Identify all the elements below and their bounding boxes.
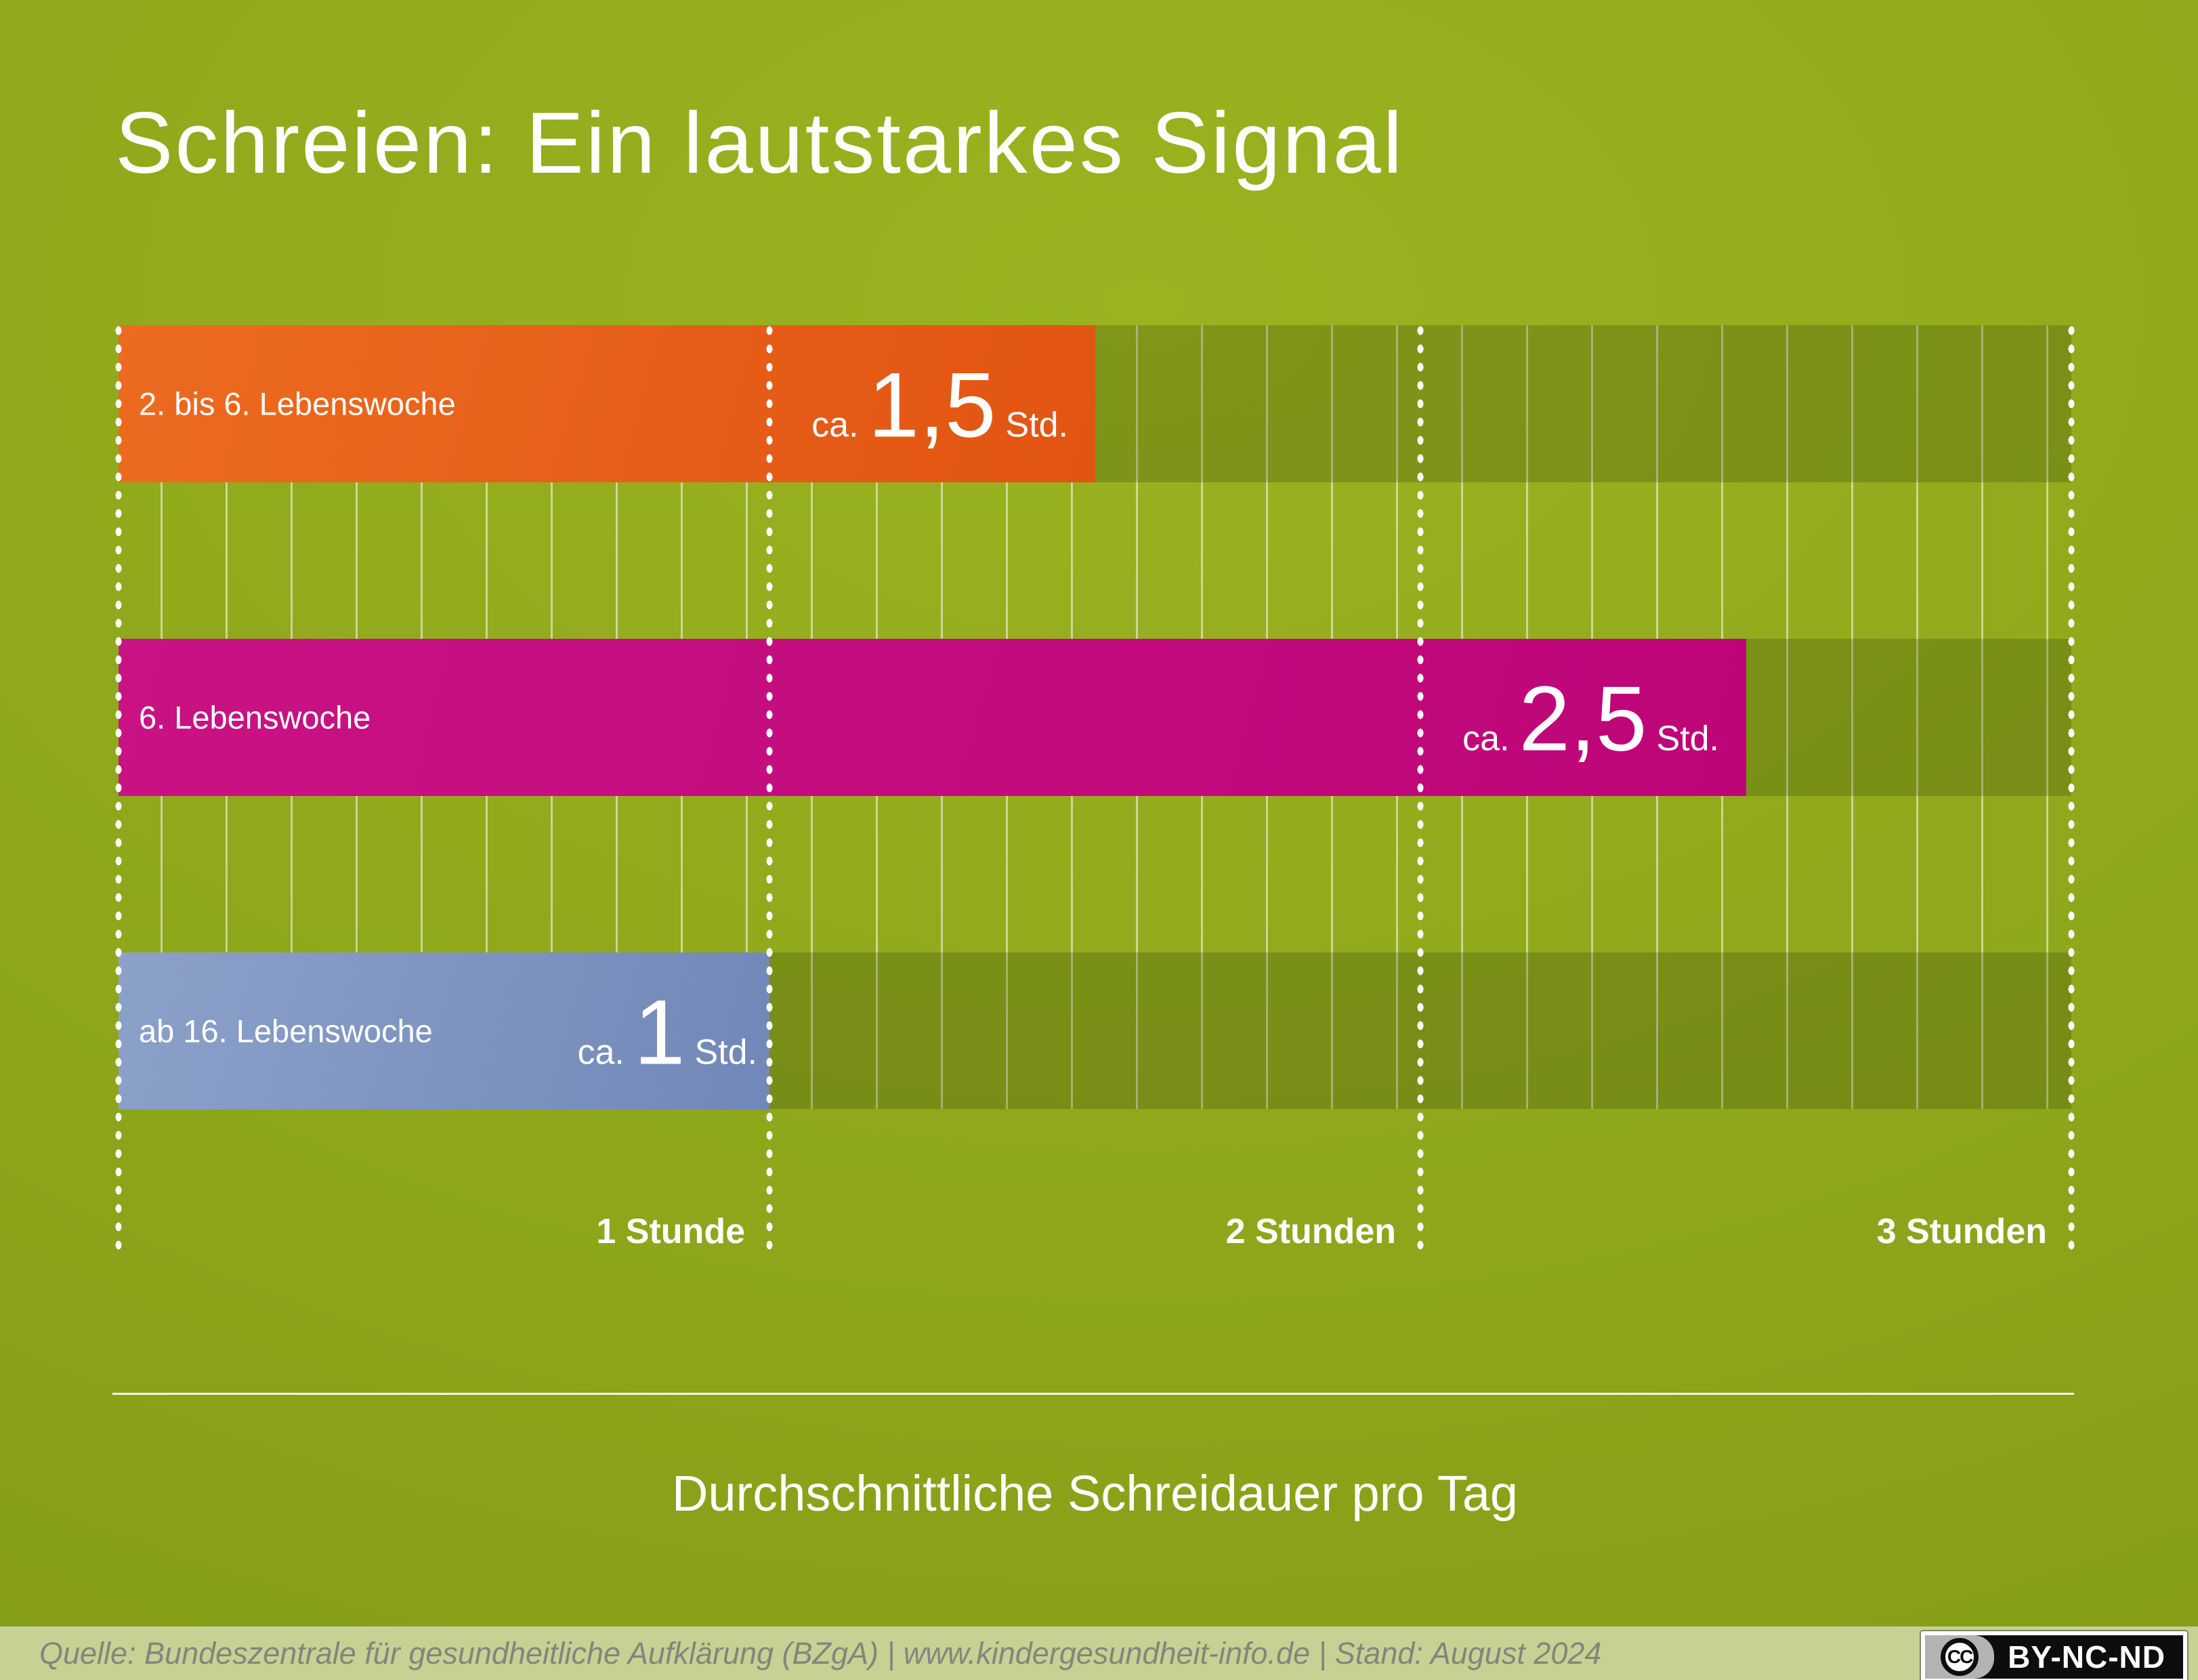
bar-category-label: 2. bis 6. Lebenswoche bbox=[139, 385, 456, 422]
bar-week-16-plus: ab 16. Lebenswoche ca. 1 Std. bbox=[119, 952, 769, 1110]
value-unit: Std. bbox=[1005, 405, 1069, 445]
bar-value-label: ca. 1 Std. bbox=[577, 980, 758, 1084]
bar-value-label: ca. 1,5 Std. bbox=[811, 353, 1069, 457]
bar-week-2-to-6: 2. bis 6. Lebenswoche ca. 1,5 Std. bbox=[119, 325, 1095, 482]
chart-caption: Durchschnittliche Schreidauer pro Tag bbox=[671, 1465, 1519, 1521]
bar-category-label: 6. Lebenswoche bbox=[139, 699, 371, 736]
horizontal-divider bbox=[112, 1393, 2074, 1395]
dotted-guide-3h bbox=[2068, 325, 2075, 1251]
page-title: Schreien: Ein lautstarkes Signal bbox=[115, 95, 1405, 192]
value-unit: Std. bbox=[1656, 719, 1720, 759]
cc-license-label: BY-NC-ND bbox=[2008, 1639, 2165, 1675]
value-number: 2,5 bbox=[1519, 667, 1647, 770]
dotted-guide-0h bbox=[115, 325, 122, 1251]
bar-value-label: ca. 2,5 Std. bbox=[1462, 667, 1720, 770]
bar-category-label: ab 16. Lebenswoche bbox=[139, 1013, 433, 1049]
bar-week-6: 6. Lebenswoche ca. 2,5 Std. bbox=[119, 639, 1746, 796]
bar-chart-plot-area: 2. bis 6. Lebenswoche ca. 1,5 Std. 6. Le… bbox=[119, 325, 2071, 1110]
source-text: Quelle: Bundeszentrale für gesundheitlic… bbox=[39, 1636, 1602, 1671]
axis-tick-1h: 1 Stunde bbox=[596, 1212, 745, 1251]
dotted-guide-1h bbox=[766, 325, 773, 1251]
value-number: 1,5 bbox=[868, 353, 996, 457]
value-unit: Std. bbox=[694, 1032, 758, 1072]
footer-bar: Quelle: Bundeszentrale für gesundheitlic… bbox=[0, 1626, 2198, 1680]
value-prefix: ca. bbox=[1462, 719, 1510, 759]
value-prefix: ca. bbox=[811, 405, 859, 445]
value-number: 1 bbox=[633, 980, 685, 1084]
axis-tick-3h: 3 Stunden bbox=[1876, 1212, 2047, 1251]
dotted-guide-2h bbox=[1417, 325, 1424, 1251]
cc-logo-icon: CC bbox=[1941, 1638, 1979, 1676]
cc-license-badge: CC BY-NC-ND bbox=[1921, 1631, 2187, 1680]
axis-tick-2h: 2 Stunden bbox=[1225, 1212, 1396, 1251]
value-prefix: ca. bbox=[577, 1032, 625, 1072]
cc-logo-panel: CC bbox=[1925, 1635, 1995, 1679]
